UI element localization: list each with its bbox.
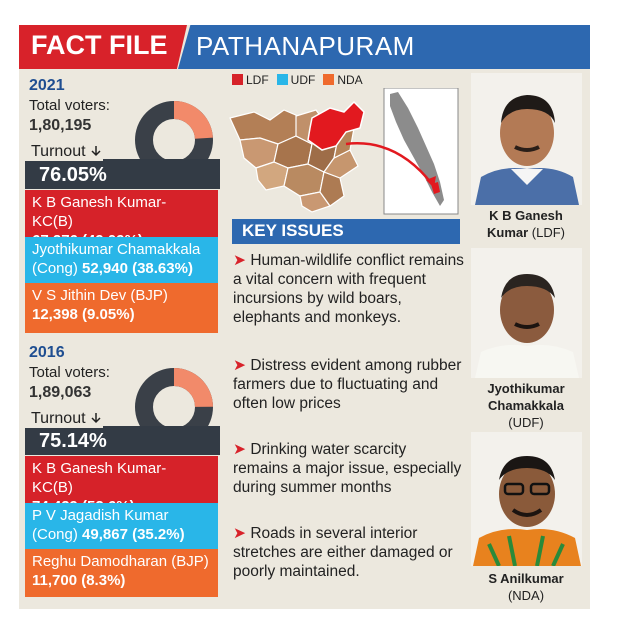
candidate-caption-ldf: K B Ganesh Kumar (LDF) (486, 208, 566, 240)
turnout-2021: 76.05% (39, 164, 107, 186)
bullet-arrow-icon: ➤ (233, 525, 246, 542)
issue-item: ➤ Distress evident among rubber farmers … (233, 357, 462, 412)
header-constituency: PATHANAPURAM (196, 31, 415, 61)
candidate-photo-nda (471, 432, 582, 566)
result-nda-2021: V S Jithin Dev (BJP) 12,398 (9.05%) (25, 283, 218, 333)
party-udf-2021: (Cong) (32, 260, 78, 277)
bullet-arrow-icon: ➤ (233, 357, 246, 374)
candidate-nda-2016: Reghu Damodharan (BJP) (32, 553, 209, 570)
candidate-ldf-2021: K B Ganesh Kumar- KC(B) (32, 194, 167, 230)
candidate-photo-ldf (471, 73, 582, 205)
legend-item-nda: NDA (323, 73, 363, 87)
turnout-label-bg-2021 (25, 142, 103, 161)
total-voters-label-2016: Total voters: (29, 364, 110, 381)
result-ldf-2016: K B Ganesh Kumar- KC(B) 74,429 (52.6%) (25, 456, 218, 515)
legend-swatch-nda (323, 74, 335, 85)
result-nda-2016: Reghu Damodharan (BJP) 11,700 (8.3%) (25, 549, 218, 597)
header-title-bg (178, 25, 590, 69)
key-issues-header (232, 219, 460, 244)
votes-udf-2016: 49,867 (35.2%) (82, 526, 185, 543)
total-voters-2021: 1,80,195 (29, 117, 92, 134)
turnout-label-2016: Turnout (31, 410, 102, 428)
votes-nda-2021: 12,398 (9.05%) (32, 306, 135, 323)
total-voters-label-2021: Total voters: (29, 97, 110, 114)
candidate-ldf-2016: K B Ganesh Kumar- KC(B) (32, 460, 167, 496)
result-udf-2021: Jyothikumar Chamakkala (Cong) 52,940 (38… (25, 237, 218, 283)
header-label-bg (19, 25, 187, 69)
year-2016: 2016 (29, 344, 65, 361)
candidate-udf-2021: Jyothikumar Chamakkala (32, 241, 201, 258)
bullet-arrow-icon: ➤ (233, 441, 246, 458)
issue-item: ➤ Roads in several interior stretches ar… (233, 525, 453, 580)
turnout-bar-2016 (25, 426, 220, 455)
votes-nda-2016: 11,700 (8.3%) (32, 572, 126, 589)
map-legend: LDF UDF NDA (232, 73, 363, 87)
turnout-label-bg-2016 (25, 409, 103, 428)
legend-swatch-udf (276, 74, 288, 85)
constituency-map (229, 88, 459, 215)
legend-item-ldf: LDF (232, 73, 269, 87)
candidate-caption-udf: Jyothikumar Chamakkala (UDF) (487, 381, 565, 430)
total-voters-2016: 1,89,063 (29, 384, 92, 401)
issue-item: ➤ Drinking water scarcity remains a majo… (233, 441, 462, 496)
candidate-caption-nda: S Anilkumar (NDA) (488, 571, 564, 603)
issue-item: ➤ Human-wildlife conflict remains a vita… (233, 252, 464, 326)
year-2021: 2021 (29, 77, 65, 94)
turnout-bar-2021 (25, 159, 220, 189)
candidate-udf-2016: P V Jagadish Kumar (32, 507, 169, 524)
candidate-nda-2021: V S Jithin Dev (BJP) (32, 287, 168, 304)
key-issues-title: KEY ISSUES (242, 221, 344, 240)
votes-udf-2021: 52,940 (38.63%) (82, 260, 193, 277)
result-ldf-2021: K B Ganesh Kumar- KC(B) 67,276 (49.09%) (25, 190, 218, 249)
arrow-down-icon (91, 146, 101, 157)
candidate-photo-udf (471, 248, 582, 378)
arrow-down-icon (91, 413, 101, 424)
bullet-arrow-icon: ➤ (233, 252, 246, 269)
turnout-label-2021: Turnout (31, 143, 102, 161)
turnout-2016: 75.14% (39, 430, 107, 452)
result-udf-2016: P V Jagadish Kumar (Cong) 49,867 (35.2%) (25, 503, 218, 549)
legend-swatch-ldf (232, 74, 243, 85)
legend-item-udf: UDF (276, 73, 315, 87)
header-label: FACT FILE (31, 30, 168, 60)
party-udf-2016: (Cong) (32, 526, 78, 543)
